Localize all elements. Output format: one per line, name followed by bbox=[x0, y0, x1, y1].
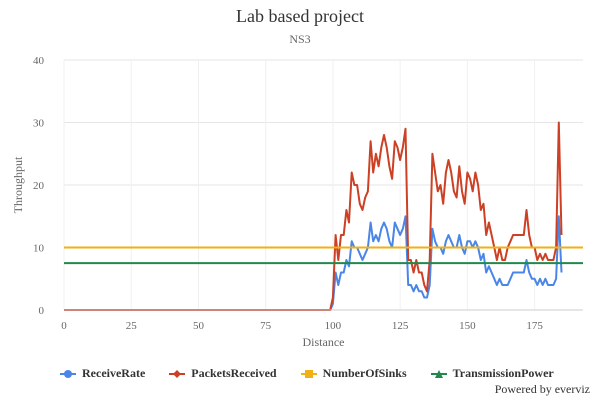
legend-label: NumberOfSinks bbox=[322, 366, 407, 380]
legend-label: TransmissionPower bbox=[452, 366, 554, 380]
x-tick-label: 0 bbox=[61, 320, 67, 332]
x-tick-label: 25 bbox=[126, 320, 138, 332]
legend-item[interactable]: PacketsReceived bbox=[169, 366, 277, 381]
chart-title: Lab based project bbox=[236, 6, 364, 26]
x-tick-label: 50 bbox=[193, 320, 205, 332]
x-tick-label: 150 bbox=[459, 320, 476, 332]
x-tick-label: 175 bbox=[526, 320, 543, 332]
x-tick-label: 75 bbox=[260, 320, 272, 332]
x-axis-title: Distance bbox=[303, 335, 345, 349]
diamond-marker-icon bbox=[169, 369, 186, 378]
legend-item[interactable]: TransmissionPower bbox=[430, 366, 554, 381]
legend-label: ReceiveRate bbox=[82, 366, 146, 380]
y-axis-title: Throughput bbox=[11, 156, 25, 213]
legend-item[interactable]: ReceiveRate bbox=[60, 366, 145, 381]
chart-legend: ReceiveRate PacketsReceived NumberOfSinks T… bbox=[60, 366, 554, 381]
x-tick-label: 100 bbox=[325, 320, 342, 332]
grid-lines bbox=[63, 59, 583, 311]
y-tick-label: 10 bbox=[33, 243, 45, 255]
series-line-1 bbox=[64, 121, 563, 311]
chart-subtitle: NS3 bbox=[289, 32, 311, 46]
y-tick-label: 0 bbox=[39, 305, 45, 317]
y-axis-ticks: 0 10 20 30 40 bbox=[33, 55, 45, 317]
y-tick-label: 30 bbox=[33, 118, 45, 130]
circle-marker-icon bbox=[60, 369, 76, 378]
x-tick-label: 125 bbox=[392, 320, 409, 332]
credits-text[interactable]: Powered by everviz bbox=[494, 382, 590, 396]
y-tick-label: 40 bbox=[33, 55, 45, 67]
x-axis-ticks: 0 25 50 75 100 125 150 175 bbox=[61, 320, 543, 332]
triangle-marker-icon bbox=[430, 369, 447, 378]
legend-item[interactable]: NumberOfSinks bbox=[300, 366, 407, 381]
y-tick-label: 20 bbox=[33, 180, 45, 192]
series-lines bbox=[64, 121, 583, 311]
legend-label: PacketsReceived bbox=[191, 366, 277, 380]
square-marker-icon bbox=[300, 369, 317, 378]
